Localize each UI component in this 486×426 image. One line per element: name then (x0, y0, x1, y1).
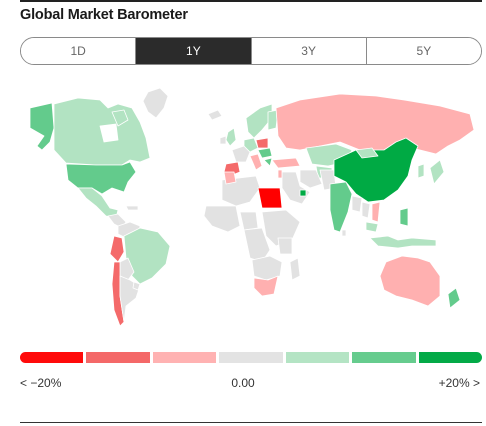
region-new-zealand[interactable] (447, 287, 461, 309)
color-scale (20, 352, 482, 363)
region-iran[interactable] (299, 169, 323, 189)
region-japan[interactable] (429, 159, 445, 185)
scale-segment (418, 352, 482, 363)
region-mongolia[interactable] (355, 147, 379, 159)
region-greenland[interactable] (142, 87, 169, 119)
region-myanmar[interactable] (351, 195, 363, 213)
region-uae[interactable] (299, 189, 307, 197)
region-southern-africa[interactable] (251, 255, 283, 281)
tab-1y[interactable]: 1Y (135, 38, 251, 64)
region-egypt[interactable] (257, 187, 283, 209)
region-scandinavia[interactable] (245, 103, 273, 139)
tab-3y[interactable]: 3Y (250, 38, 366, 64)
region-greece[interactable] (263, 157, 273, 167)
region-eastern-europe[interactable] (257, 147, 273, 159)
scale-segment (219, 352, 283, 363)
region-north-africa[interactable] (221, 175, 261, 207)
region-italy[interactable] (249, 153, 263, 171)
region-philippines[interactable] (399, 207, 409, 227)
region-turkey[interactable] (271, 157, 301, 169)
scale-segment (152, 352, 217, 363)
region-thailand[interactable] (361, 201, 371, 219)
region-caribbean[interactable] (125, 205, 139, 211)
region-canada-islands[interactable] (111, 109, 129, 127)
region-uruguay[interactable] (132, 281, 141, 291)
region-sri-lanka[interactable] (341, 229, 347, 237)
world-map (29, 87, 475, 327)
region-alaska[interactable] (29, 102, 55, 151)
region-peru[interactable] (109, 235, 125, 263)
region-uk[interactable] (225, 127, 237, 147)
region-indonesia[interactable] (369, 235, 437, 249)
region-hudson-bay (99, 123, 119, 143)
top-rule (20, 0, 482, 2)
region-central-africa[interactable] (243, 227, 271, 263)
region-kenya[interactable] (277, 237, 293, 255)
scale-segment (285, 352, 350, 363)
region-mexico[interactable] (77, 187, 119, 219)
region-poland[interactable] (255, 137, 269, 149)
region-india[interactable] (329, 181, 353, 233)
region-israel[interactable] (277, 169, 283, 179)
region-iceland[interactable] (207, 109, 223, 121)
tab-1d[interactable]: 1D (21, 38, 136, 64)
region-australia[interactable] (379, 255, 441, 307)
scale-max-label: +20% > (438, 376, 480, 390)
scale-segment (352, 352, 416, 363)
region-nigeria[interactable] (239, 211, 259, 231)
region-madagascar[interactable] (289, 257, 301, 281)
tab-5y[interactable]: 5Y (365, 38, 481, 64)
region-chile[interactable] (111, 261, 125, 327)
region-vietnam[interactable] (371, 201, 381, 223)
region-germany[interactable] (243, 137, 259, 153)
region-finland[interactable] (267, 109, 279, 131)
region-france[interactable] (231, 145, 251, 163)
region-china[interactable] (333, 137, 419, 203)
scale-mid-label: 0.00 (231, 376, 255, 390)
scale-min-label: < −20% (20, 376, 62, 390)
region-malaysia[interactable] (365, 221, 379, 233)
bottom-rule (20, 422, 482, 423)
scale-segment (20, 352, 84, 363)
region-west-africa[interactable] (203, 205, 241, 233)
period-tabs: 1D 1Y 3Y 5Y (20, 37, 482, 65)
region-ireland[interactable] (219, 135, 227, 145)
region-south-africa[interactable] (253, 275, 279, 297)
region-morocco[interactable] (223, 171, 237, 185)
region-russia[interactable] (275, 93, 475, 155)
region-usa[interactable] (65, 161, 137, 195)
page-title: Global Market Barometer (20, 7, 188, 23)
scale-segment (86, 352, 150, 363)
region-korea[interactable] (417, 163, 425, 179)
